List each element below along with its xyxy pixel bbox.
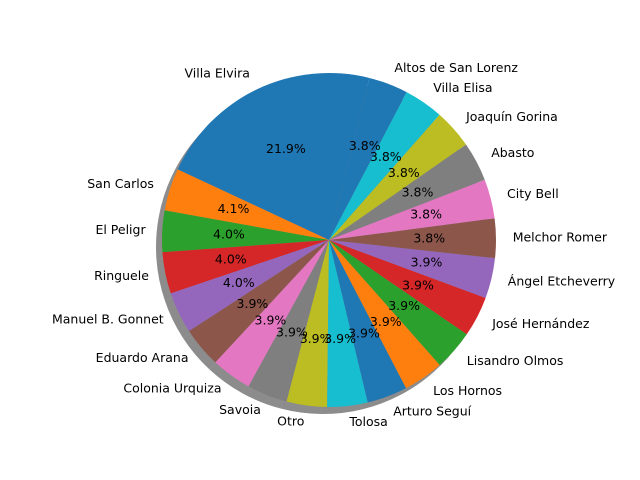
- slice-category-label: Ángel Etcheverry: [508, 274, 616, 289]
- pie-slice: [329, 218, 496, 259]
- slice-percent-label: 3.8%: [402, 184, 434, 199]
- slice-percent-label: 4.0%: [213, 226, 245, 241]
- slice-category-label: Villa Elisa: [433, 80, 492, 95]
- slice-percent-label: 3.9%: [276, 325, 308, 340]
- slice-category-label: El Peligr: [95, 222, 146, 237]
- pie-slice: [189, 240, 329, 363]
- slice-category-label: San Carlos: [87, 176, 154, 191]
- slice-category-label: Melchor Romer: [513, 230, 608, 245]
- pie-slice: [329, 240, 496, 298]
- slice-percent-label: 3.9%: [237, 296, 269, 311]
- slice-category-label: Los Hornos: [433, 383, 502, 398]
- pie-slice: [329, 179, 495, 240]
- slice-category-label: Lisandro Olmos: [467, 353, 564, 368]
- pie-slice: [327, 240, 368, 407]
- pie-slice: [329, 114, 467, 240]
- slice-percent-label: 3.8%: [388, 165, 420, 180]
- slice-percent-label: 4.0%: [223, 275, 255, 290]
- slice-category-label: Savoia: [219, 402, 261, 417]
- slice-percent-label: 3.9%: [300, 331, 332, 346]
- pie-slice: [329, 240, 407, 403]
- pie-slice: [286, 240, 329, 407]
- pie-slice: [162, 240, 329, 294]
- slice-percent-label: 3.8%: [349, 138, 381, 153]
- slice-category-label: Otro: [277, 414, 304, 429]
- pie-slice: [329, 240, 467, 365]
- slice-percent-label: 3.9%: [411, 255, 443, 270]
- pie-slice: [329, 240, 486, 335]
- slice-category-label: Villa Elvira: [185, 66, 250, 81]
- slice-category-label: Abasto: [491, 145, 534, 160]
- pie-labels: Villa Elvira 21.9% San Carlos 4.1% El Peligr…: [52, 60, 616, 429]
- slice-category-label: City Bell: [507, 186, 559, 201]
- slice-percent-label: 3.9%: [348, 325, 380, 340]
- slice-percent-label: 3.9%: [255, 313, 287, 328]
- slice-percent-label: 3.9%: [370, 314, 402, 329]
- pie-slices: [162, 72, 496, 407]
- slice-percent-label: 4.0%: [215, 251, 247, 266]
- slice-category-label: Altos de San Lorenz: [394, 60, 518, 75]
- pie-slice: [248, 240, 329, 402]
- pie-slice: [329, 92, 440, 240]
- slice-percent-label: 3.8%: [370, 149, 402, 164]
- slice-percent-label: 3.9%: [402, 278, 434, 293]
- slice-percent-label: 3.9%: [388, 298, 420, 313]
- slice-category-label: Tolosa: [348, 414, 387, 429]
- pie-slice: [170, 240, 329, 332]
- pie-slice: [329, 144, 485, 240]
- pie-slice: [215, 240, 329, 387]
- pie-slice: [177, 72, 370, 240]
- slice-percent-label: 3.8%: [410, 207, 442, 222]
- slice-percent-label: 21.9%: [266, 141, 306, 156]
- slice-percent-label: 4.1%: [218, 201, 250, 216]
- pie-slice: [164, 169, 329, 240]
- slice-category-label: Joaquín Gorina: [465, 109, 558, 124]
- pie-slice: [329, 77, 407, 240]
- slice-category-label: Colonia Urquiza: [123, 380, 221, 395]
- pie-slice: [162, 210, 329, 253]
- slice-category-label: Arturo Seguí: [393, 404, 471, 419]
- slice-percent-label: 3.9%: [324, 331, 356, 346]
- slice-category-label: Eduardo Arana: [96, 350, 189, 365]
- slice-category-label: Manuel B. Gonnet: [52, 312, 164, 327]
- slice-category-label: Ringuele: [94, 268, 149, 283]
- slice-percent-label: 3.8%: [413, 230, 445, 245]
- slice-category-label: José Hernández: [491, 316, 590, 331]
- pie-slice: [329, 240, 440, 389]
